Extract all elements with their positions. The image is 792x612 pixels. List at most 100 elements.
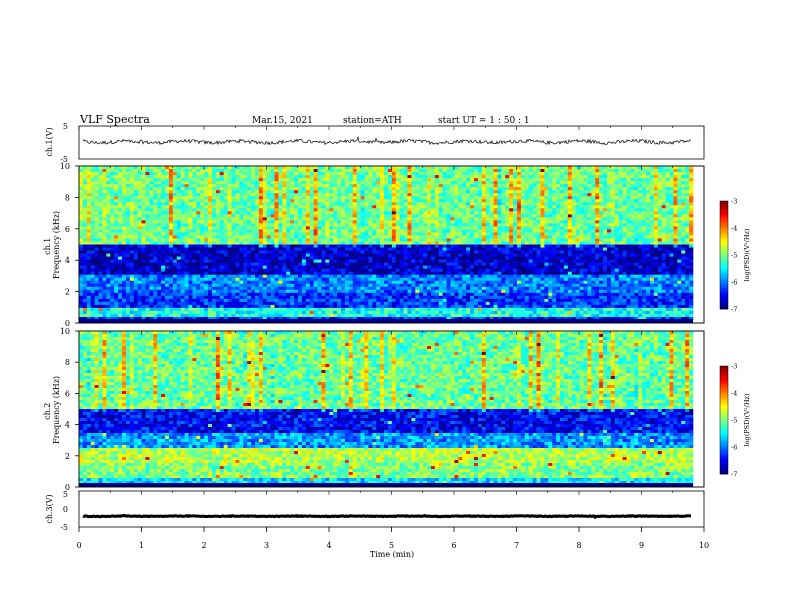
spectrogram-cell (438, 229, 444, 233)
spectrogram-cell (239, 166, 244, 170)
spectrogram-cell (188, 199, 193, 203)
spectrogram-cell (215, 172, 221, 176)
spectrogram-cell (290, 310, 295, 315)
spectrogram-cell (223, 313, 228, 318)
spectrogram-cell (301, 220, 307, 224)
spectrogram-cell (305, 226, 311, 230)
spectrogram-cell (262, 202, 268, 206)
spectrogram-cell (290, 184, 295, 188)
spectrogram-cell (290, 238, 295, 242)
spectrogram-cell (427, 313, 432, 318)
spectrogram-cell (450, 190, 455, 194)
spectrogram-cell (403, 235, 408, 239)
spectrogram-cell (290, 187, 295, 191)
spectrogram-cell (141, 310, 146, 315)
spectrogram-cell (360, 289, 365, 294)
spectrogram-cell (387, 181, 393, 185)
spectrogram-cell (423, 172, 428, 176)
spectrogram-cell (313, 229, 318, 233)
spectrogram-cell (368, 175, 373, 179)
spectrogram-cell (118, 214, 123, 218)
spectrogram-cell (446, 316, 451, 321)
spectrogram-cell (94, 277, 99, 282)
spectrogram-cell (219, 229, 224, 233)
spectrogram-cell (395, 229, 400, 233)
spectrogram-cell (348, 226, 354, 230)
spectrogram-cell (364, 286, 369, 291)
spectrogram-cell (274, 205, 279, 209)
spectrogram-cell (419, 277, 424, 282)
spectrogram-cell (309, 241, 314, 245)
spectrogram-cell (196, 223, 201, 227)
spectrogram-cell (368, 220, 373, 224)
spectrogram-cell (211, 286, 217, 291)
spectrogram-cell (106, 262, 111, 266)
spectrogram-cell (114, 190, 119, 194)
spectrogram-cell (106, 205, 111, 209)
spectrogram-cell (161, 274, 166, 279)
spectrogram-cell (258, 301, 264, 306)
spectrogram-cell (157, 307, 162, 312)
spectrogram-cell (168, 310, 174, 315)
spectrogram-cell (168, 211, 174, 215)
spectrogram-cell (98, 262, 103, 266)
spectrogram-cell (192, 235, 197, 239)
spectrogram-cell (133, 271, 138, 275)
spectrogram-cell (368, 232, 373, 236)
spectrogram-cell (309, 271, 314, 275)
spectrogram-cell (168, 277, 174, 282)
spectrogram-cell (239, 262, 244, 266)
spectrogram-cell (192, 220, 197, 224)
spectrogram-cell (427, 310, 432, 315)
spectrogram-cell (188, 235, 193, 239)
spectrogram-cell (251, 256, 256, 260)
spectrogram-cell (309, 217, 314, 221)
spectrogram-cell (227, 274, 232, 279)
spectrogram-cell (258, 241, 264, 245)
spectrogram-cell (211, 172, 217, 176)
spectrogram-cell (239, 286, 244, 291)
spectrogram-cell (239, 238, 244, 242)
spectrogram-cell (348, 256, 354, 260)
spectrogram-cell (129, 178, 135, 182)
spectrogram-cell (411, 205, 416, 209)
spectrogram-cell (200, 238, 205, 242)
spectrogram-cell (266, 214, 271, 218)
spectrogram-cell (376, 313, 381, 318)
spectrogram-cell (294, 166, 299, 170)
spectrogram-cell (137, 229, 142, 233)
spectrogram-cell (364, 316, 369, 321)
spectrogram-cell (368, 298, 373, 303)
spectrogram-cell (208, 250, 213, 254)
spectrogram-cell (372, 289, 377, 294)
spectrogram-cell (86, 247, 92, 251)
spectrogram-cell (372, 280, 377, 285)
spectrogram-cell (82, 196, 88, 200)
spectrogram-cell (321, 274, 326, 279)
spectrogram-cell (211, 187, 217, 191)
spectrogram-cell (290, 298, 295, 303)
spectrogram-cell (125, 262, 131, 266)
spectrogram-cell (82, 184, 88, 188)
spectrogram-cell (153, 214, 158, 218)
spectrogram-cell (110, 196, 115, 200)
spectrogram-cell (403, 307, 408, 312)
spectrogram-cell (165, 316, 170, 321)
spectrogram-cell (176, 238, 181, 242)
spectrogram-cell (184, 241, 189, 245)
spectrogram-cell (219, 199, 224, 203)
spectrogram-cell (286, 262, 291, 266)
spectrogram-cell (368, 286, 373, 291)
spectrogram-cell (430, 310, 436, 315)
spectrogram-cell (364, 169, 369, 173)
spectrogram-cell (82, 223, 88, 227)
spectrogram-cell (419, 289, 424, 294)
spectrogram-cell (258, 247, 264, 251)
spectrogram-cell (122, 175, 127, 179)
spectrogram-cell (157, 202, 162, 206)
spectrogram-cell (450, 229, 455, 233)
spectrogram-cell (305, 268, 311, 272)
spectrogram-cell (90, 271, 95, 275)
spectrogram-cell (137, 175, 142, 179)
spectrogram-cell (270, 256, 275, 260)
